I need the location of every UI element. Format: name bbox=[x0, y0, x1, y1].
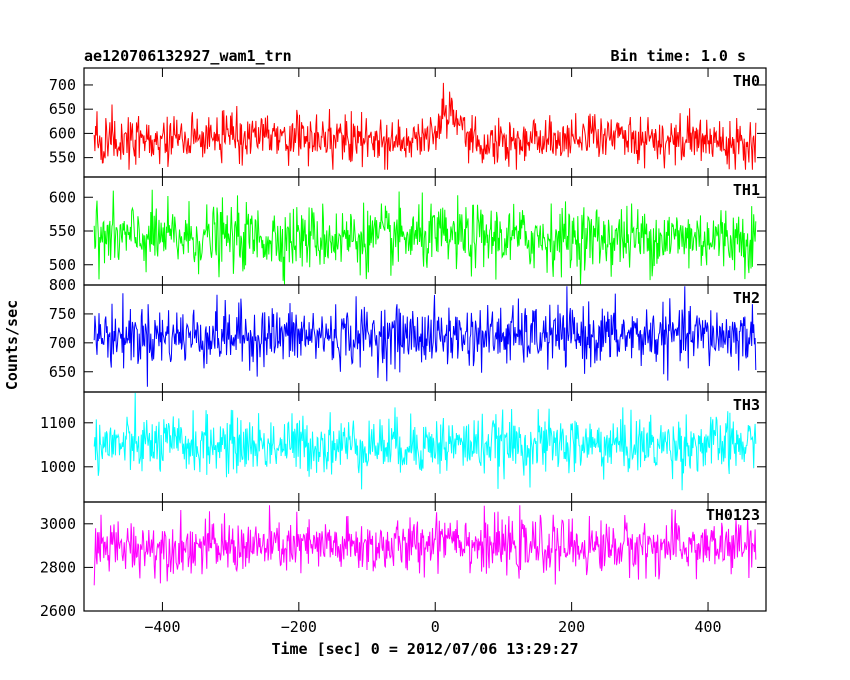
y-tick-label: 650 bbox=[49, 363, 76, 381]
series-line-th3 bbox=[93, 392, 757, 491]
y-tick-label: 700 bbox=[49, 334, 76, 352]
y-tick-label: 2600 bbox=[40, 602, 76, 620]
y-tick-label: 550 bbox=[49, 222, 76, 240]
x-axis-label: Time [sec] 0 = 2012/07/06 13:29:27 bbox=[271, 640, 578, 658]
series-line-th0123 bbox=[93, 505, 757, 586]
chart-title-right: Bin time: 1.0 s bbox=[611, 47, 746, 65]
y-tick-label: 3000 bbox=[40, 515, 76, 533]
x-tick-label: 400 bbox=[694, 618, 721, 636]
y-axis-label: Counts/sec bbox=[3, 300, 21, 390]
y-tick-label: 700 bbox=[49, 76, 76, 94]
y-tick-label: 500 bbox=[49, 256, 76, 274]
y-tick-label: 1100 bbox=[40, 414, 76, 432]
y-tick-label: 1000 bbox=[40, 458, 76, 476]
x-tick-label: 200 bbox=[558, 618, 585, 636]
x-tick-label: 0 bbox=[431, 618, 440, 636]
y-tick-label: 550 bbox=[49, 149, 76, 167]
panel-frame-th0123 bbox=[83, 501, 767, 612]
x-tick-label: −200 bbox=[281, 618, 317, 636]
y-tick-label: 750 bbox=[49, 305, 76, 323]
panel-label-th0: TH0 bbox=[733, 72, 760, 90]
chart-title-left: ae120706132927_wam1_trn bbox=[84, 47, 292, 65]
y-tick-label: 2800 bbox=[40, 558, 76, 576]
series-line-th2 bbox=[93, 286, 757, 387]
x-tick-label: −400 bbox=[144, 618, 180, 636]
y-tick-label: 650 bbox=[49, 100, 76, 118]
series-line-th1 bbox=[93, 189, 757, 285]
y-tick-label: 800 bbox=[49, 276, 76, 294]
panel-label-th1: TH1 bbox=[733, 181, 760, 199]
panel-label-th3: TH3 bbox=[733, 396, 760, 414]
y-tick-label: 600 bbox=[49, 188, 76, 206]
panels-group: 550 600 650 700 TH0 500 550 600 TH1 650 700 750 800 T… bbox=[40, 67, 767, 636]
panel-label-th2: TH2 bbox=[733, 289, 760, 307]
series-line-th0 bbox=[93, 82, 757, 170]
panel-label-th0123: TH0123 bbox=[706, 506, 760, 524]
y-tick-label: 600 bbox=[49, 124, 76, 142]
